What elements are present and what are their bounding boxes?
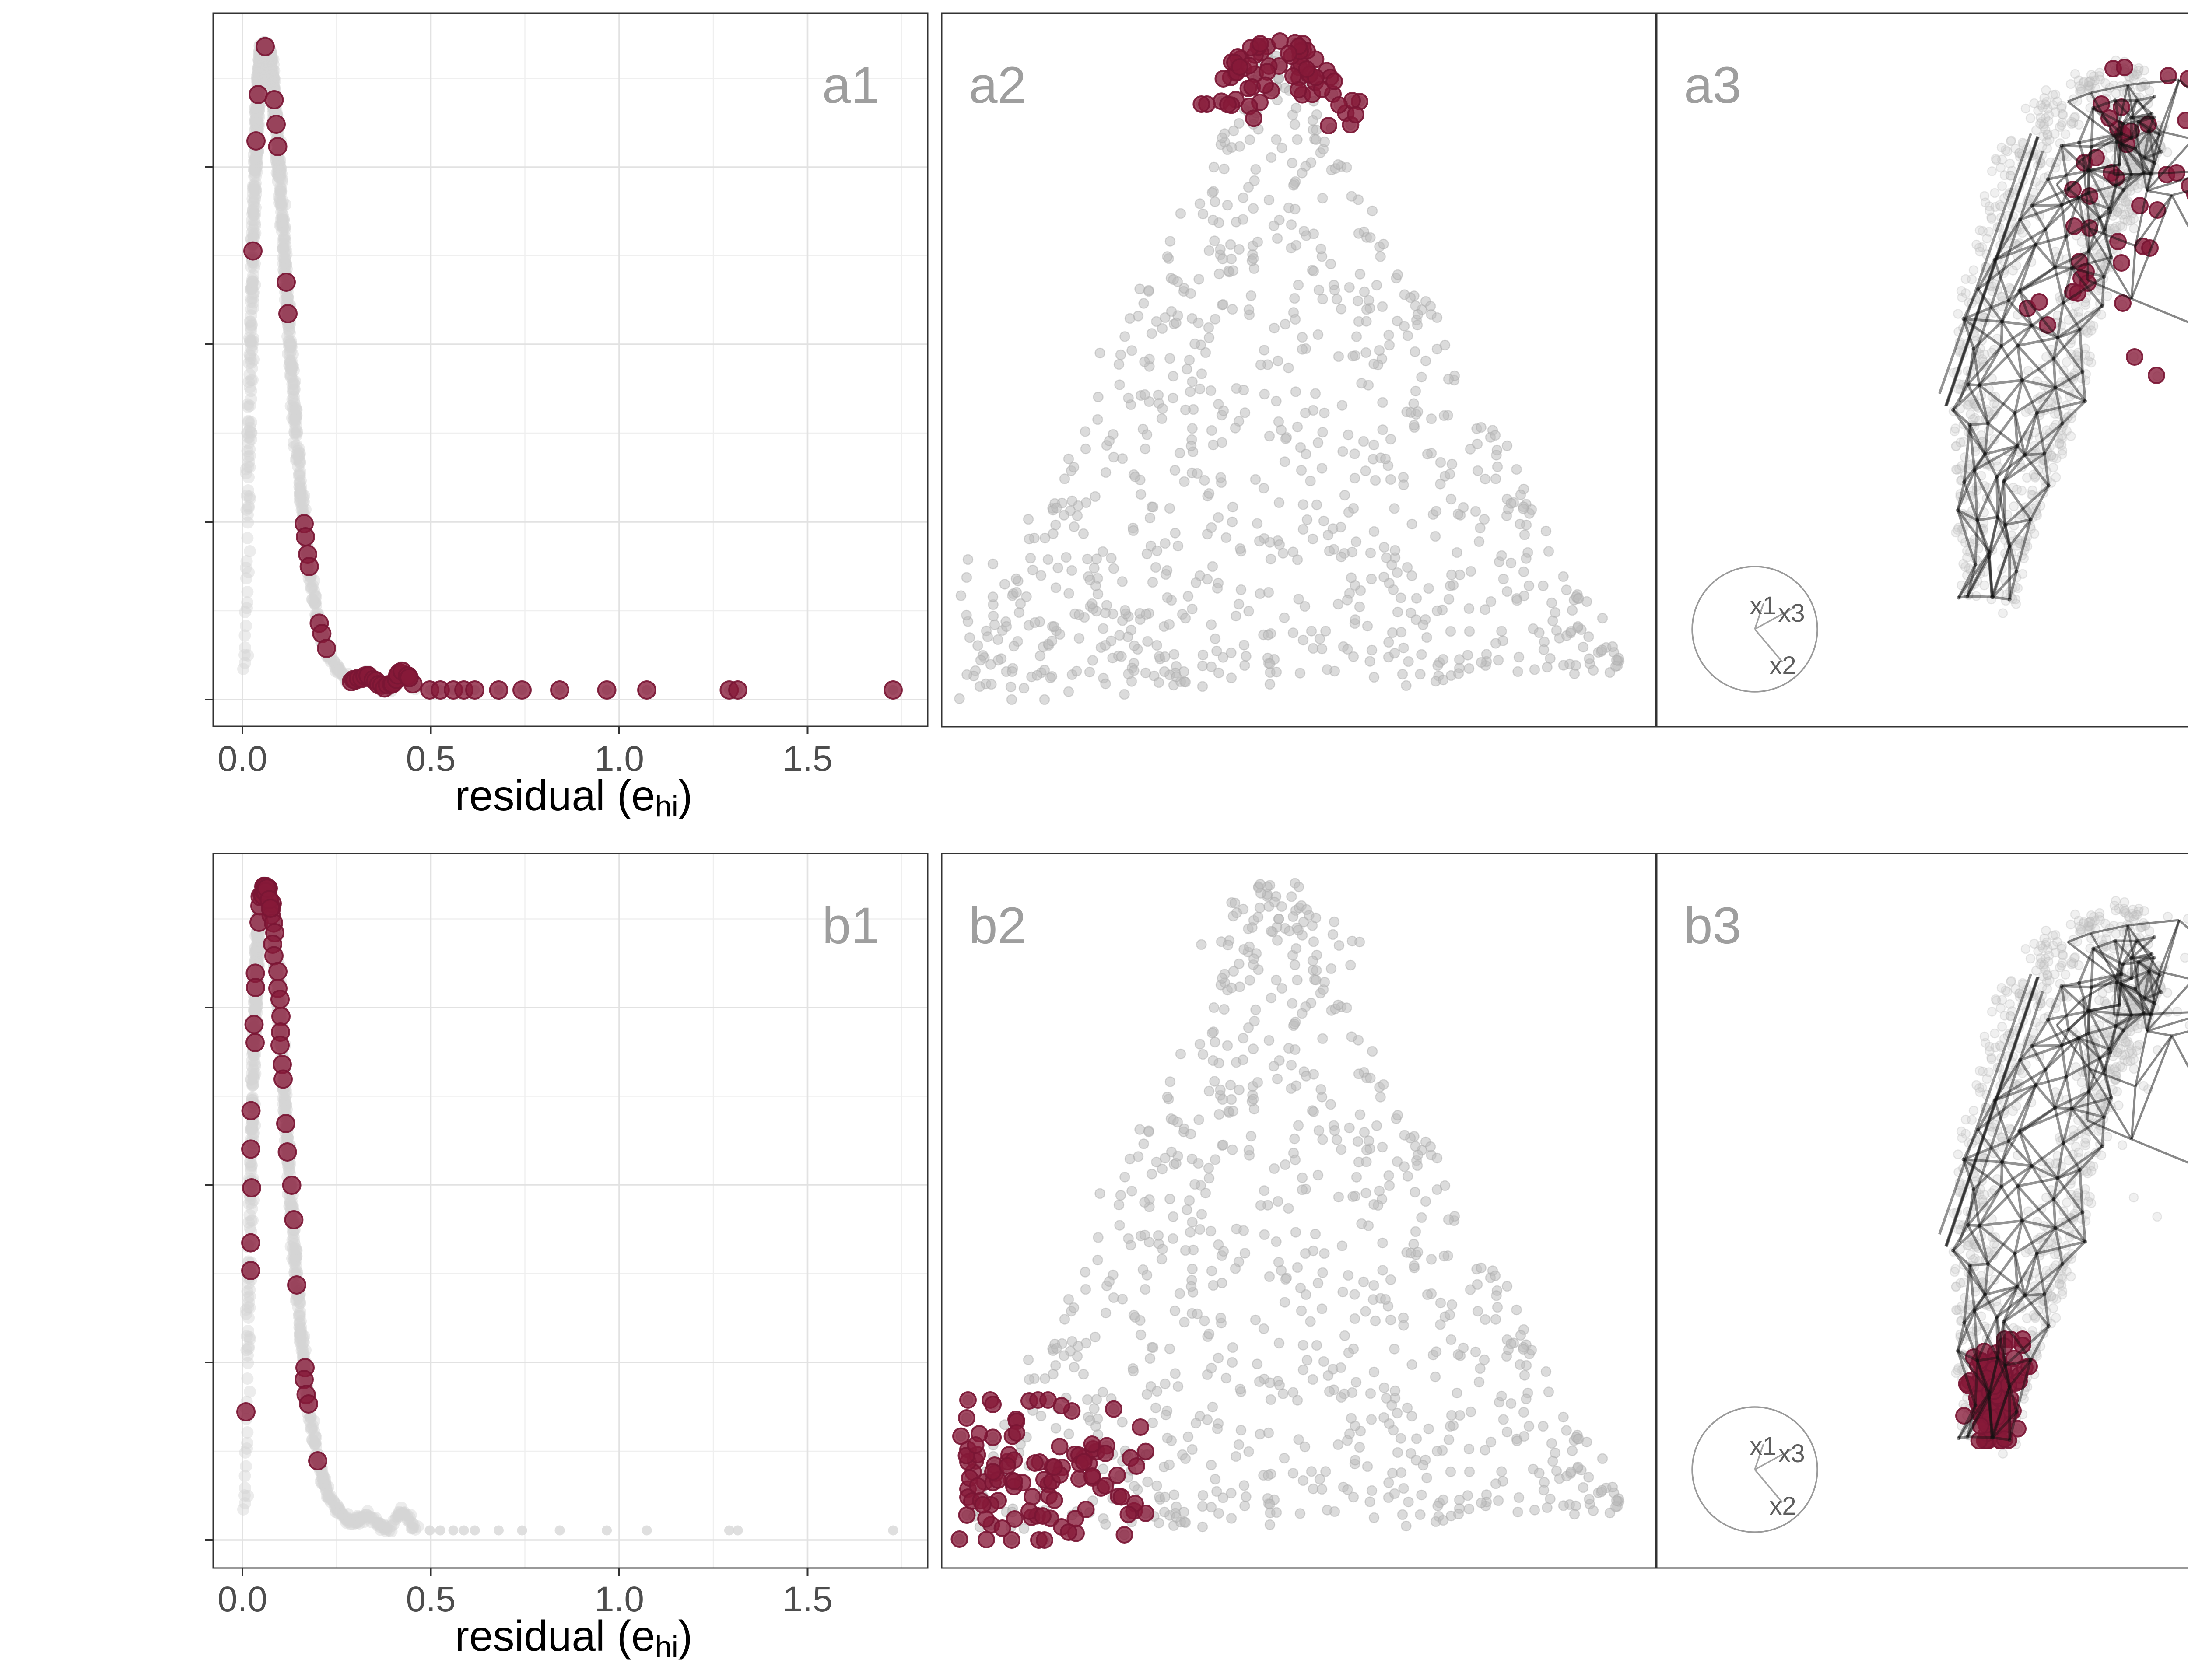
svg-text:1.5: 1.5: [783, 1579, 833, 1619]
svg-text:a2: a2: [969, 56, 1026, 114]
svg-text:1.0: 1.0: [594, 1579, 644, 1619]
svg-text:b2: b2: [969, 897, 1026, 955]
svg-text:residual (ehi): residual (ehi): [455, 1612, 692, 1663]
svg-text:0.0: 0.0: [217, 739, 267, 779]
svg-text:b1: b1: [822, 897, 880, 955]
svg-text:1.0: 1.0: [594, 739, 644, 779]
svg-text:a1: a1: [822, 56, 880, 114]
svg-text:a3: a3: [1684, 56, 1741, 114]
svg-text:1.5: 1.5: [783, 739, 833, 779]
svg-text:residual (ehi): residual (ehi): [455, 771, 692, 823]
svg-text:0.0: 0.0: [217, 1579, 267, 1619]
svg-text:b3: b3: [1684, 897, 1741, 955]
svg-text:0.5: 0.5: [406, 1579, 456, 1619]
svg-text:0.5: 0.5: [406, 739, 456, 779]
